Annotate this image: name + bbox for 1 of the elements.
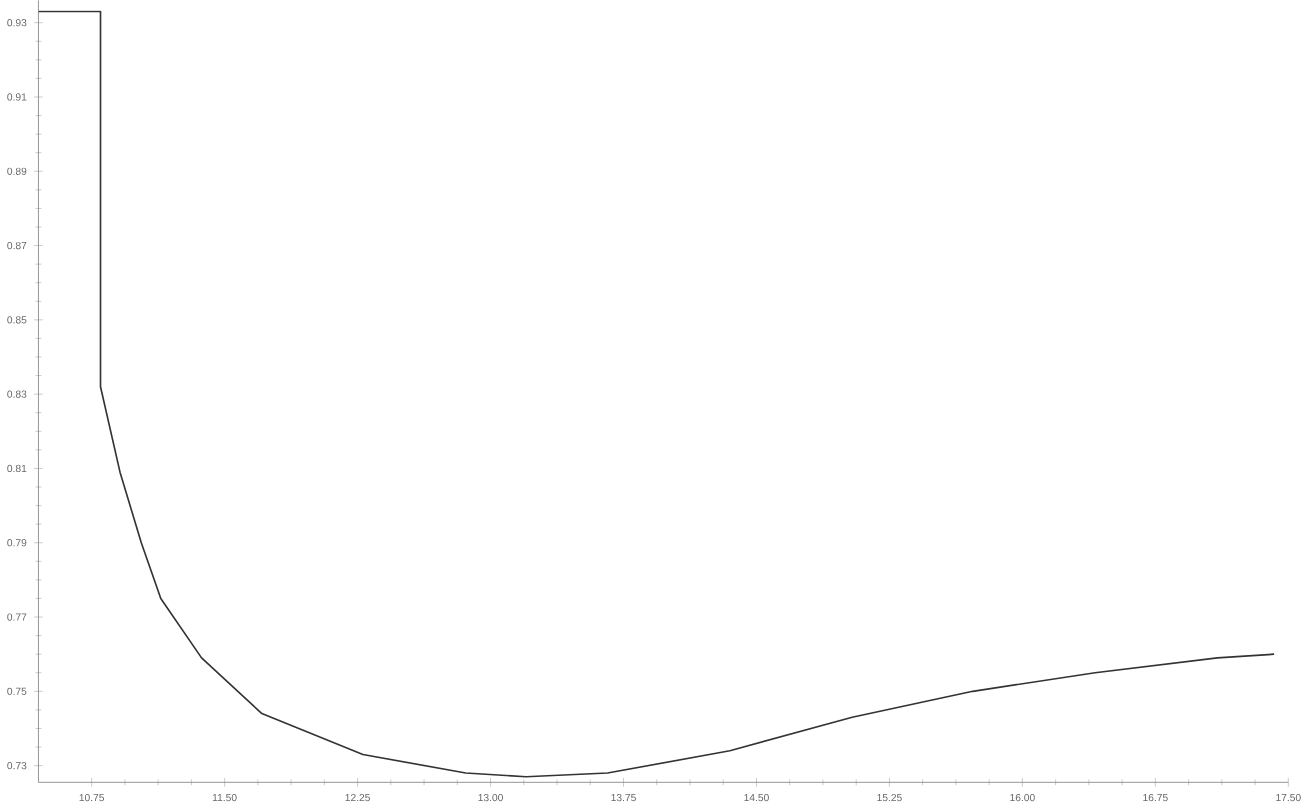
line-series [38, 10, 1275, 778]
